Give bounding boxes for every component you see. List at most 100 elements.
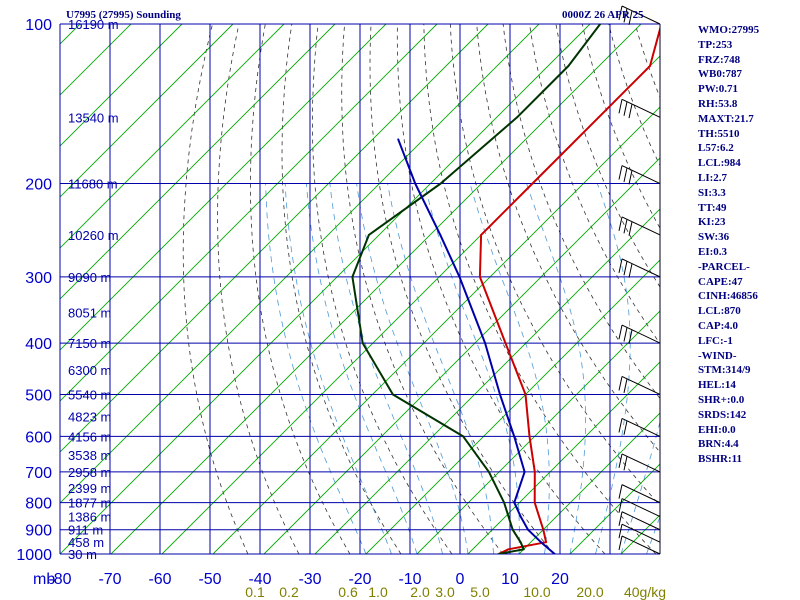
mixing-ratio-label: 20.0	[576, 584, 603, 600]
vertical-gridlines	[59, 24, 661, 554]
sounding-point	[523, 471, 526, 473]
sounding-point	[351, 276, 354, 278]
pressure-tick-label: 900	[25, 523, 52, 540]
wind-barb-flag	[623, 420, 628, 435]
sounding-point	[542, 528, 545, 531]
wind-barb-staff	[621, 417, 661, 437]
sounding-point	[597, 116, 600, 119]
wind-barb-flag	[623, 378, 628, 393]
index-line: WB0:787	[698, 68, 742, 81]
wind-barb-flag	[618, 376, 623, 391]
sounding-point	[519, 515, 522, 518]
sounding-point	[516, 116, 518, 119]
sounding-point	[533, 471, 536, 473]
wind-barb-staff	[621, 258, 661, 278]
wind-barb-flag	[628, 263, 633, 278]
isotherm-line	[212, 106, 660, 554]
wind-barb-staff	[621, 523, 661, 543]
wind-barb	[618, 165, 661, 185]
wind-barb-flag	[623, 219, 628, 234]
isotherm-line	[60, 24, 438, 402]
isotherm-line	[60, 24, 387, 351]
wind-barb-flag	[618, 524, 623, 539]
sounding-point	[649, 65, 651, 67]
index-line: LCL:984	[698, 157, 741, 170]
isotherm-line	[518, 412, 660, 554]
wind-barb-flag	[623, 456, 628, 471]
wind-barb-flag	[618, 99, 623, 114]
height-label: 13540 m	[68, 110, 119, 125]
index-line: MAXT:21.7	[698, 112, 754, 125]
temperature-tick-label: -20	[348, 571, 371, 588]
mixing-ratio-label: 2.0	[410, 584, 430, 600]
dry-adiabat-line	[555, 24, 660, 288]
moist-adiabat-line	[595, 183, 631, 554]
mixing-ratio-label: 40g/kg	[624, 584, 666, 600]
wind-barb	[618, 453, 661, 473]
isotherm-line	[110, 24, 642, 554]
index-line: STM:314/9	[698, 364, 751, 377]
sounding-point	[519, 541, 522, 544]
isotherm-line	[416, 310, 660, 554]
sounding-point	[513, 435, 516, 438]
pressure-tick-label: 700	[25, 465, 52, 482]
sounding-point	[511, 528, 514, 531]
index-line: LCL:870	[698, 305, 741, 318]
temperature-tick-label: -40	[248, 571, 271, 588]
wind-barb	[618, 216, 661, 236]
isotherm-line	[60, 24, 285, 249]
height-label: 2399 m	[68, 481, 111, 496]
wind-barb	[618, 376, 661, 395]
isotherm-line	[60, 24, 489, 453]
isobars	[60, 23, 660, 555]
height-label: 10260 m	[68, 228, 119, 243]
height-label: 16190 m	[68, 17, 119, 32]
height-label: 911 m	[68, 523, 103, 538]
pressure-tick-label: 300	[25, 270, 52, 287]
sounding-point	[528, 435, 531, 438]
wind-barb-flag	[623, 101, 628, 116]
observation-time: 0000Z 26 APR 25	[562, 9, 644, 21]
y-axis-label: mb	[33, 571, 55, 588]
sounding-point	[392, 393, 394, 396]
wind-barb-flag	[618, 453, 623, 469]
sounding-point	[504, 342, 507, 344]
wind-barb-flag	[618, 484, 623, 499]
wind-barb-flag	[618, 324, 623, 340]
sounding-profiles	[351, 24, 660, 554]
pressure-tick-label: 600	[25, 429, 52, 446]
wind-barb-staff	[621, 98, 661, 118]
mixing-ratio-labels: 0.1 0.2 0.6 1.0 2.0 3.0 5.0 10.0 20.0 40g/kg	[245, 584, 666, 600]
dry-adiabat-line	[182, 24, 249, 554]
index-line: L57:6.2	[698, 142, 734, 155]
height-labels: 16190 m 13540 m 11680 m 10260 m 9090 m 8051 m…	[68, 17, 119, 562]
sounding-point	[484, 342, 486, 344]
wind-barb-flag	[623, 327, 628, 342]
mixing-ratio-label: 10.0	[523, 584, 550, 600]
dry-adiabat-line	[341, 24, 504, 554]
height-label: 458 m	[68, 535, 104, 550]
moist-adiabat-line	[284, 183, 392, 554]
index-line: TT:49	[698, 201, 727, 214]
isotherm-line	[60, 24, 591, 554]
moist-adiabat-line	[265, 183, 367, 554]
sounding-point	[540, 541, 542, 544]
wind-barbs	[618, 5, 661, 555]
temperature-tick-label: -60	[148, 571, 171, 588]
index-line: FRZ:748	[698, 53, 741, 66]
sounding-point	[531, 182, 534, 185]
height-label: 7150 m	[68, 336, 111, 351]
wind-barb-flag	[618, 418, 623, 433]
wind-barb-staff	[621, 535, 661, 555]
height-label: 1386 m	[68, 510, 111, 525]
wind-barb	[618, 417, 661, 437]
wind-barb	[618, 5, 661, 25]
mixing-ratio-label: 5.0	[470, 584, 490, 600]
height-label: 9090 m	[68, 270, 111, 285]
sounding-point	[599, 24, 602, 25]
pressure-tick-label: 500	[25, 387, 52, 404]
temperature-tick-labels: -80 -70 -60 -50 -40 -30 -20 -10 0 10 20	[48, 571, 569, 588]
wind-barb-flag	[628, 10, 633, 25]
wind-barb-flag	[618, 5, 623, 21]
isotherm-line	[569, 463, 660, 554]
